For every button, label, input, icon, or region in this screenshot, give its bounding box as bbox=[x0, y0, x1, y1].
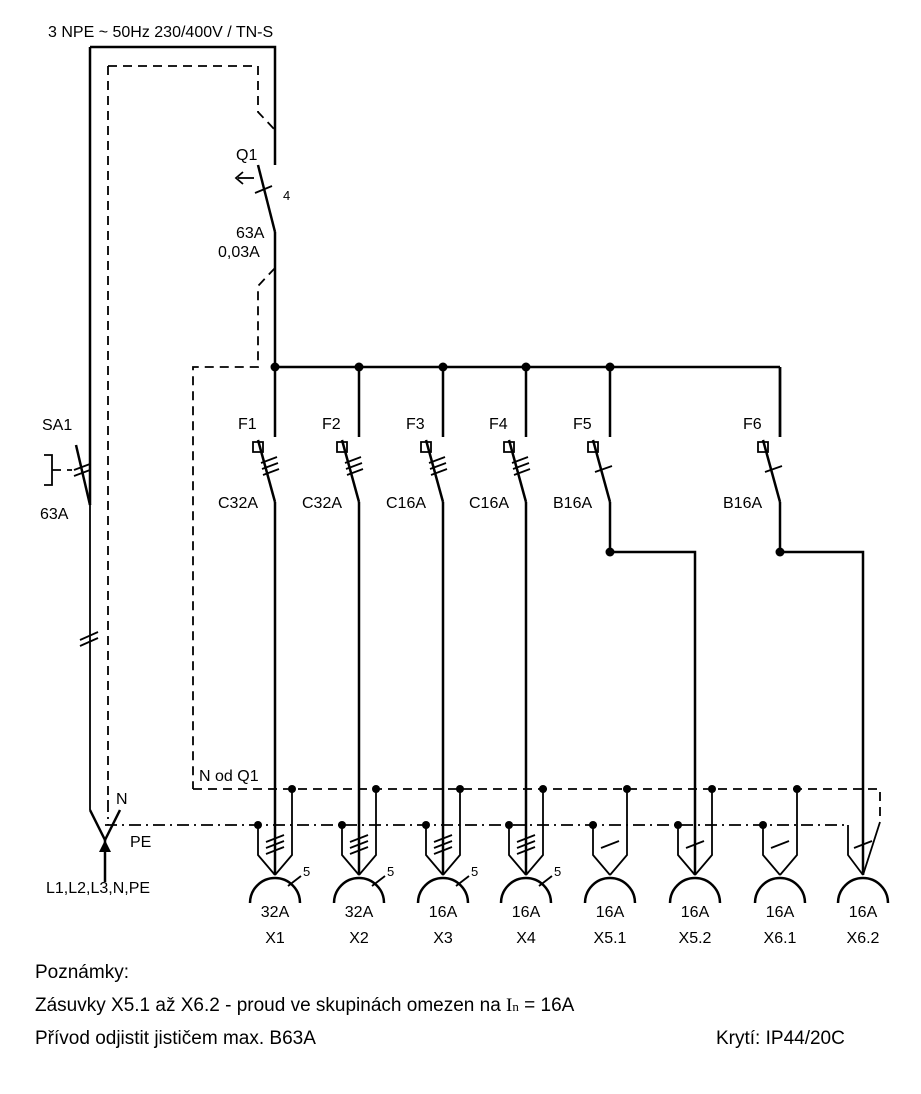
breaker-label: F4 bbox=[489, 416, 508, 433]
breaker-rating: C16A bbox=[386, 495, 426, 512]
socket-x1: 5 32A X1 bbox=[248, 785, 310, 947]
socket-x5-2: 16A X5.2 bbox=[668, 785, 722, 947]
socket-poles: 5 bbox=[387, 864, 394, 879]
socket-x4: 5 16A X4 bbox=[499, 785, 561, 947]
rcd-sensitivity: 0,03A bbox=[218, 244, 260, 261]
breaker-f4: F4 C16A bbox=[469, 367, 531, 875]
socket-label: X6.1 bbox=[764, 930, 797, 947]
note-protection-rating: Krytí: IP44/20C bbox=[716, 1028, 845, 1049]
breaker-label: F5 bbox=[573, 416, 592, 433]
breaker-rating: C32A bbox=[218, 495, 258, 512]
socket-rating: 32A bbox=[261, 904, 290, 921]
note-current-symbol: I bbox=[506, 995, 513, 1016]
socket-label: X3 bbox=[433, 930, 453, 947]
breaker-f6: F6 B16A bbox=[723, 367, 783, 552]
breaker-label: F1 bbox=[238, 416, 257, 433]
rcd-label: Q1 bbox=[236, 147, 257, 164]
socket-rating: 16A bbox=[849, 904, 878, 921]
rcd-q1 bbox=[192, 130, 277, 789]
neutral-rcd-label: N od Q1 bbox=[199, 768, 259, 785]
socket-label: X4 bbox=[516, 930, 536, 947]
socket-rating: 32A bbox=[345, 904, 374, 921]
pe-label: PE bbox=[130, 834, 151, 851]
breaker-label: F2 bbox=[322, 416, 341, 433]
breaker-f3: F3 C16A bbox=[386, 367, 448, 875]
breaker-f1: F1 C32A bbox=[218, 367, 280, 875]
note-current-limit-prefix: Zásuvky X5.1 až X6.2 - proud ve skupinác… bbox=[35, 995, 507, 1016]
socket-label: X6.2 bbox=[847, 930, 880, 947]
socket-rating: 16A bbox=[596, 904, 625, 921]
socket-x3: 5 16A X3 bbox=[416, 785, 478, 947]
socket-rating: 16A bbox=[512, 904, 541, 921]
neutral-label: N bbox=[116, 791, 128, 808]
socket-x5-1: 16A X5.1 bbox=[583, 785, 637, 947]
socket-rating: 16A bbox=[681, 904, 710, 921]
breaker-rating: B16A bbox=[723, 495, 762, 512]
sa1-label: SA1 bbox=[42, 417, 72, 434]
socket-x2: 5 32A X2 bbox=[332, 785, 394, 947]
socket-label: X1 bbox=[265, 930, 285, 947]
breaker-f2: F2 C32A bbox=[302, 367, 364, 875]
feed-label: L1,L2,L3,N,PE bbox=[46, 880, 150, 897]
breaker-f5: F5 B16A bbox=[553, 367, 613, 552]
notes-heading: Poznámky: bbox=[35, 962, 129, 983]
socket-poles: 5 bbox=[554, 864, 561, 879]
feed-wiring bbox=[44, 45, 277, 882]
note-current-limit: Zásuvky X5.1 až X6.2 - proud ve skupinác… bbox=[35, 995, 574, 1017]
sa1-rating: 63A bbox=[40, 506, 69, 523]
socket-label: X5.1 bbox=[594, 930, 627, 947]
breaker-label: F3 bbox=[406, 416, 425, 433]
note-current-limit-suffix: = 16A bbox=[518, 995, 575, 1016]
socket-x6-2: 16A X6.2 bbox=[836, 821, 890, 947]
socket-x6-1: 16A X6.1 bbox=[753, 785, 807, 947]
socket-rating: 16A bbox=[429, 904, 458, 921]
socket-poles: 5 bbox=[471, 864, 478, 879]
socket-poles: 5 bbox=[303, 864, 310, 879]
supply-label: 3 NPE ~ 50Hz 230/400V / TN-S bbox=[48, 24, 273, 41]
socket-rating: 16A bbox=[766, 904, 795, 921]
breaker-rating: C32A bbox=[302, 495, 342, 512]
socket-label: X2 bbox=[349, 930, 369, 947]
note-current-subscript: n bbox=[512, 999, 519, 1014]
breaker-rating: C16A bbox=[469, 495, 509, 512]
neutral-bus bbox=[193, 788, 881, 822]
rcd-rating: 63A bbox=[236, 225, 265, 242]
socket-label: X5.2 bbox=[679, 930, 712, 947]
split-branches bbox=[605, 547, 865, 875]
breaker-rating: B16A bbox=[553, 495, 592, 512]
rcd-poles: 4 bbox=[283, 188, 290, 203]
wiring-schematic: 3 NPE ~ 50Hz 230/400V / TN-S SA1 63A L1,… bbox=[40, 24, 890, 947]
breaker-label: F6 bbox=[743, 416, 762, 433]
note-supply-breaker: Přívod odjistit jističem max. B63A bbox=[35, 1028, 316, 1049]
